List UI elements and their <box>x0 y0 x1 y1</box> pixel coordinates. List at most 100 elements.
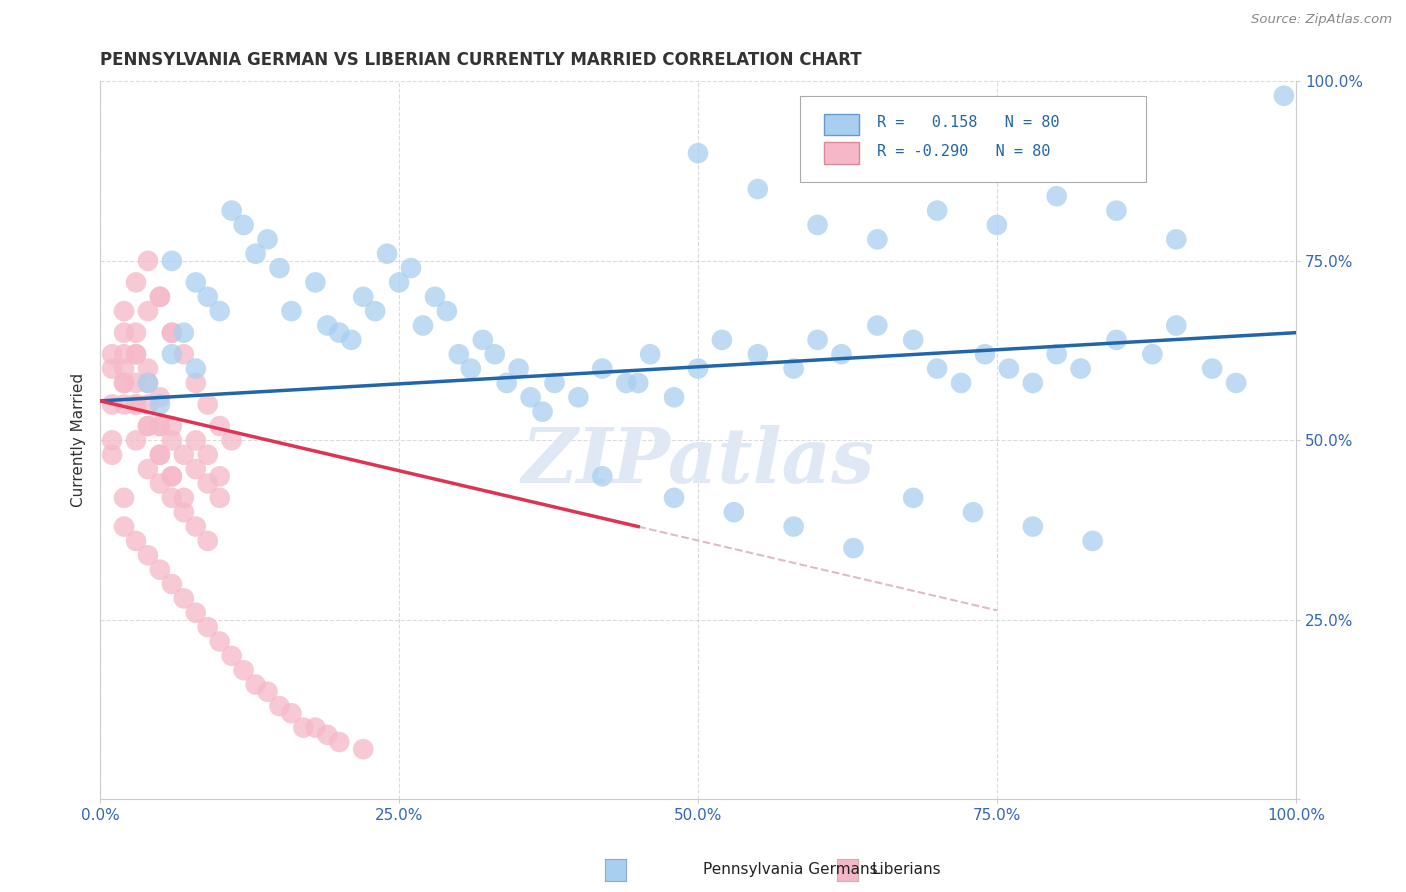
Point <box>160 491 183 505</box>
Point <box>221 434 243 448</box>
Point <box>112 376 135 390</box>
Point <box>591 469 613 483</box>
Point <box>101 361 124 376</box>
Point <box>125 397 148 411</box>
Point <box>903 491 925 505</box>
Point <box>686 146 709 161</box>
Point <box>112 519 135 533</box>
Point <box>256 684 278 698</box>
Point <box>1225 376 1247 390</box>
Point <box>567 390 589 404</box>
Point <box>830 347 852 361</box>
Point <box>149 476 172 491</box>
Point <box>173 591 195 606</box>
Point <box>160 419 183 434</box>
Point <box>125 347 148 361</box>
Point <box>950 376 973 390</box>
Point <box>986 218 1008 232</box>
Point <box>173 347 195 361</box>
Point <box>160 469 183 483</box>
Point <box>208 469 231 483</box>
Point <box>352 742 374 756</box>
Point <box>352 290 374 304</box>
Point <box>866 232 889 246</box>
Point <box>160 577 183 591</box>
Text: Liberians: Liberians <box>872 863 942 877</box>
Point <box>184 462 207 476</box>
Point <box>519 390 541 404</box>
Point <box>112 347 135 361</box>
Point <box>1081 533 1104 548</box>
Point <box>125 326 148 340</box>
Point <box>184 276 207 290</box>
Point <box>531 405 554 419</box>
Point <box>1022 519 1045 533</box>
Point <box>1070 361 1092 376</box>
Point <box>686 361 709 376</box>
Point <box>447 347 470 361</box>
Point <box>149 563 172 577</box>
Point <box>1105 203 1128 218</box>
Point <box>101 434 124 448</box>
Point <box>232 218 254 232</box>
Text: R =   0.158   N = 80: R = 0.158 N = 80 <box>877 115 1060 130</box>
Point <box>160 347 183 361</box>
Point <box>256 232 278 246</box>
Point <box>136 549 159 563</box>
Point <box>136 397 159 411</box>
Point <box>125 276 148 290</box>
Point <box>184 606 207 620</box>
Point <box>269 699 291 714</box>
Point <box>484 347 506 361</box>
Point <box>747 182 769 196</box>
Point <box>149 448 172 462</box>
Point <box>136 361 159 376</box>
Point <box>723 505 745 519</box>
Point <box>221 648 243 663</box>
Point <box>208 491 231 505</box>
Point <box>388 276 411 290</box>
FancyBboxPatch shape <box>824 143 859 164</box>
Point <box>149 397 172 411</box>
Point <box>710 333 733 347</box>
Point <box>316 728 339 742</box>
Point <box>136 462 159 476</box>
FancyBboxPatch shape <box>824 113 859 136</box>
Point <box>1046 347 1069 361</box>
Point <box>160 253 183 268</box>
Point <box>782 519 804 533</box>
Point <box>662 390 685 404</box>
Point <box>328 735 350 749</box>
Point <box>1201 361 1223 376</box>
Point <box>375 246 398 260</box>
Point <box>125 533 148 548</box>
Point <box>412 318 434 333</box>
Point <box>280 304 302 318</box>
Point <box>304 721 326 735</box>
Point <box>173 491 195 505</box>
Y-axis label: Currently Married: Currently Married <box>72 374 86 508</box>
Point <box>125 347 148 361</box>
Point <box>221 203 243 218</box>
Point <box>184 376 207 390</box>
Point <box>173 505 195 519</box>
Point <box>866 318 889 333</box>
Text: PENNSYLVANIA GERMAN VS LIBERIAN CURRENTLY MARRIED CORRELATION CHART: PENNSYLVANIA GERMAN VS LIBERIAN CURRENTL… <box>100 51 862 69</box>
Point <box>136 376 159 390</box>
Point <box>197 533 219 548</box>
Point <box>101 448 124 462</box>
Point <box>149 290 172 304</box>
Point <box>280 706 302 721</box>
Point <box>1022 376 1045 390</box>
Point <box>160 434 183 448</box>
Text: Source: ZipAtlas.com: Source: ZipAtlas.com <box>1251 13 1392 27</box>
Point <box>160 326 183 340</box>
Point <box>197 476 219 491</box>
Point <box>112 326 135 340</box>
Point <box>112 491 135 505</box>
Point <box>245 677 267 691</box>
Point <box>208 419 231 434</box>
Point <box>471 333 494 347</box>
Point <box>184 434 207 448</box>
Point <box>125 397 148 411</box>
